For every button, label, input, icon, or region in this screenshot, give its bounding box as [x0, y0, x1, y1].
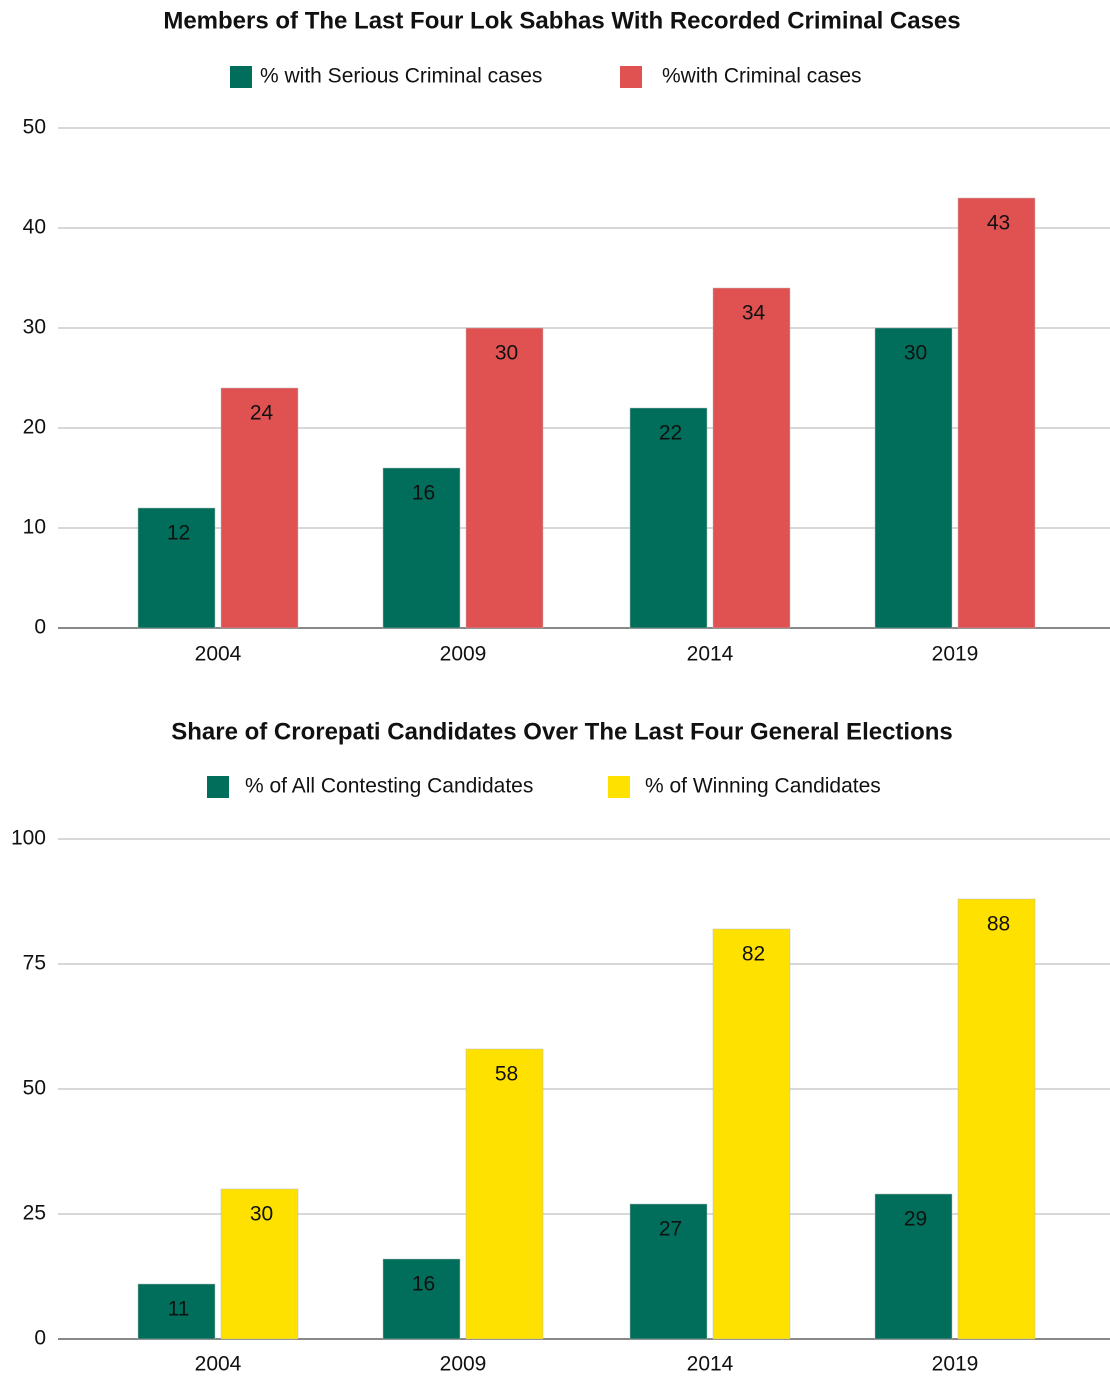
data-label: 30: [904, 342, 927, 365]
legend-swatch: [608, 776, 630, 798]
y-tick-label: 20: [23, 416, 46, 439]
y-tick-label: 40: [23, 216, 46, 239]
data-label: 43: [987, 212, 1010, 235]
x-tick-label: 2009: [440, 643, 487, 666]
legend-swatch: [620, 66, 642, 88]
y-tick-label: 50: [23, 1077, 46, 1100]
bar: [629, 1203, 708, 1340]
bar: [137, 1283, 216, 1340]
bar: [220, 1188, 299, 1340]
bar: [137, 507, 216, 629]
legend-label: % with Serious Criminal cases: [260, 65, 542, 88]
data-label: 24: [250, 402, 274, 425]
y-tick-label: 50: [23, 116, 46, 139]
bar: [629, 407, 708, 629]
x-tick-label: 2014: [687, 1353, 734, 1376]
data-label: 22: [659, 422, 682, 445]
x-tick-label: 2004: [195, 1353, 242, 1376]
bar: [957, 197, 1036, 629]
y-tick-label: 10: [23, 516, 46, 539]
bar: [382, 1258, 461, 1340]
legend-swatch: [230, 66, 252, 88]
y-tick-label: 75: [23, 952, 46, 975]
chart-title: Share of Crorepati Candidates Over The L…: [171, 718, 953, 745]
legend-swatch: [207, 776, 229, 798]
bar: [874, 1193, 953, 1340]
data-label: 30: [495, 342, 518, 365]
y-tick-label: 25: [23, 1202, 46, 1225]
legend-label: % of All Contesting Candidates: [245, 775, 533, 798]
data-label: 27: [659, 1218, 682, 1241]
x-tick-label: 2009: [440, 1353, 487, 1376]
bar: [712, 287, 791, 629]
bar: [382, 467, 461, 629]
legend-label: %with Criminal cases: [662, 65, 862, 88]
bar: [220, 387, 299, 629]
data-label: 29: [904, 1208, 927, 1231]
data-label: 88: [987, 913, 1010, 936]
y-tick-label: 100: [11, 827, 46, 850]
data-label: 12: [167, 522, 190, 545]
data-label: 58: [495, 1063, 518, 1086]
chart-title: Members of The Last Four Lok Sabhas With…: [163, 7, 960, 34]
bar: [874, 327, 953, 629]
y-tick-label: 30: [23, 316, 46, 339]
x-tick-label: 2019: [932, 643, 979, 666]
data-label: 34: [742, 302, 766, 325]
data-label: 16: [412, 1273, 435, 1296]
data-label: 11: [168, 1298, 190, 1321]
data-label: 82: [742, 943, 765, 966]
x-tick-label: 2019: [932, 1353, 979, 1376]
data-label: 16: [412, 482, 435, 505]
x-tick-label: 2004: [195, 643, 242, 666]
bar: [465, 327, 544, 629]
bar: [712, 928, 791, 1340]
x-tick-label: 2014: [687, 643, 734, 666]
data-label: 30: [250, 1203, 273, 1226]
y-tick-label: 0: [34, 616, 46, 639]
y-tick-label: 0: [34, 1327, 46, 1350]
bar: [465, 1048, 544, 1340]
bar: [957, 898, 1036, 1340]
legend-label: % of Winning Candidates: [645, 775, 881, 798]
